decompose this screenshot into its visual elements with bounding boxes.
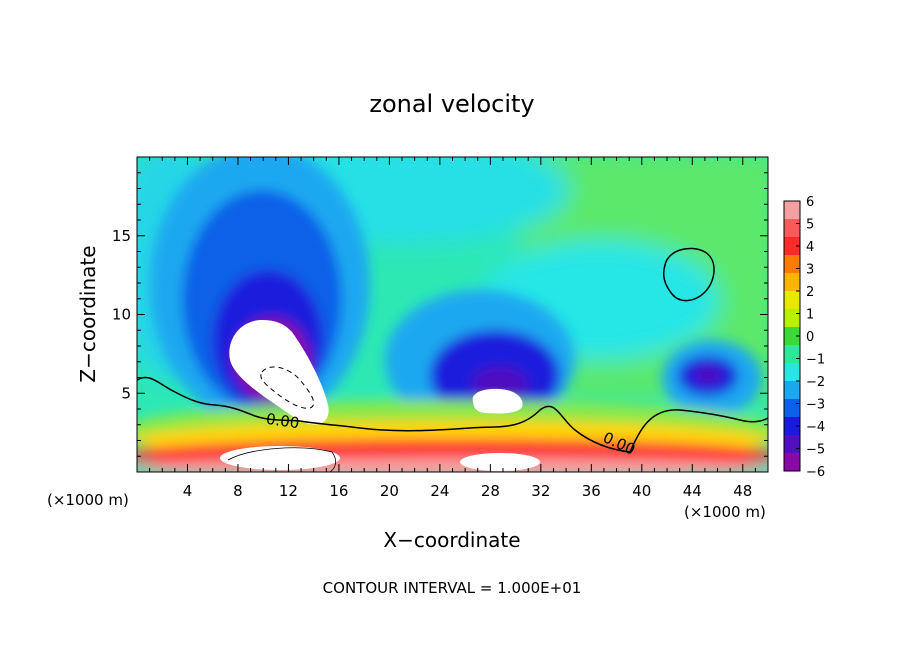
colorbar-swatch [784,201,800,220]
x-unit-left: (×1000 m) [47,491,129,509]
contour-interval-note: CONTOUR INTERVAL = 1.000E+01 [323,579,582,597]
x-tick-label: 24 [430,482,449,500]
x-tick-label: 8 [233,482,243,500]
colorbar-label: 2 [806,285,814,300]
x-tick-label: 28 [481,482,500,500]
saturated-region-west [229,320,329,425]
colorbar-label: 6 [806,195,814,210]
colorbar-swatch [784,345,800,364]
colorbar-label: −1 [806,353,825,368]
colorbar-label: 0 [806,330,814,345]
x-tick-label: 4 [183,482,193,500]
colorbar: 6 5 4 3 2 1 0 −1 −2 −3 −4 −5 −6 [783,195,825,480]
x-tick-label: 44 [683,482,702,500]
colorbar-swatch [784,399,800,418]
negative-contour-dashed [260,366,315,409]
contour-label-west: 0.00 [265,410,301,432]
zero-contour-loop [662,247,715,302]
chart-title: zonal velocity [369,90,534,118]
colorbar-swatch [784,309,800,328]
colorbar-label: −2 [806,375,825,390]
y-axis-label: Z−coordinate [76,245,100,382]
x-tick-label: 20 [380,482,399,500]
x-tick-label: 40 [632,482,651,500]
colorbar-swatch [784,435,800,454]
zero-contour-line [137,376,768,453]
plot-area [137,157,768,472]
colorbar-label: −6 [806,465,825,480]
y-axis-ticks: 5 10 15 [112,172,768,457]
x-axis-ticks: 4 8 12 16 20 24 28 32 36 40 44 48 [149,157,756,500]
colorbar-swatch [784,417,800,436]
surface-contour-thin [227,447,336,472]
x-axis-label: X−coordinate [383,528,520,552]
colorbar-label: 5 [806,218,814,233]
y-tick-label: 15 [112,227,131,245]
colorbar-swatch [784,255,800,274]
x-unit-right: (×1000 m) [684,503,766,521]
colorbar-swatch [784,291,800,310]
y-tick-label: 5 [121,384,131,402]
colorbar-label: −5 [806,443,825,458]
x-tick-label: 48 [733,482,752,500]
colorbar-swatch [784,381,800,400]
x-tick-label: 12 [279,482,298,500]
colorbar-label: 4 [806,240,814,255]
jet-core-east-deep [694,366,722,384]
colorbar-swatch [784,273,800,292]
colorbar-swatch [784,363,800,382]
colorbar-label: −4 [806,420,825,435]
colorbar-label: 3 [806,263,814,278]
colorbar-swatch [784,219,800,238]
saturated-region-surface-mid [460,453,540,471]
colorbar-label: −3 [806,398,825,413]
colorbar-swatch [784,453,800,472]
colorbar-swatch [784,237,800,256]
y-tick-label: 10 [112,306,131,324]
saturated-region-mid [472,388,523,414]
colorbar-label: 1 [806,308,814,323]
x-tick-label: 16 [329,482,348,500]
x-tick-label: 36 [582,482,601,500]
x-tick-label: 32 [531,482,550,500]
colorbar-swatch [784,327,800,346]
